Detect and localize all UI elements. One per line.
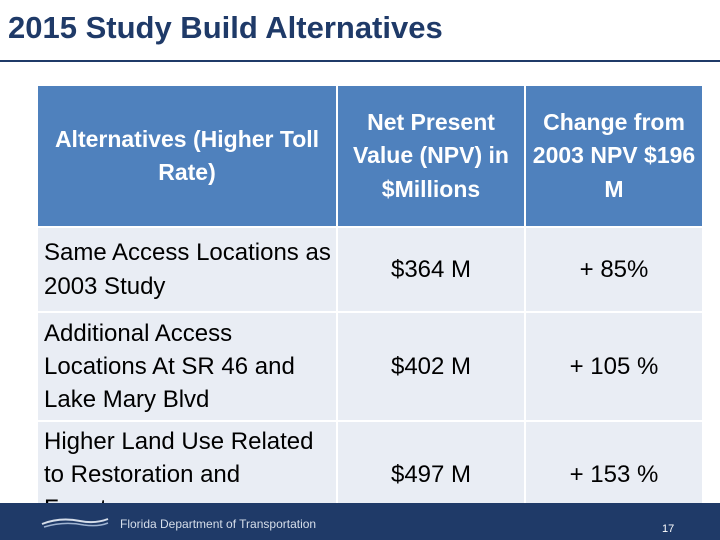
- alternative-cell: Same Access Locations as 2003 Study: [36, 226, 338, 313]
- header-change: Change from 2003 NPV $196 M: [524, 84, 704, 228]
- table-row: Additional Access Locations At SR 46 and…: [36, 311, 704, 422]
- slide-footer: Florida Department of Transportation 17: [0, 503, 720, 540]
- slide-title: 2015 Study Build Alternatives: [8, 10, 443, 45]
- change-cell: + 85%: [524, 226, 704, 313]
- footer-organization: Florida Department of Transportation: [120, 517, 317, 531]
- fdot-logo-icon: [41, 518, 109, 528]
- table-row: Same Access Locations as 2003 Study $364…: [36, 226, 704, 313]
- alternatives-table: Alternatives (Higher Toll Rate) Net Pres…: [36, 84, 704, 530]
- alternative-cell: Additional Access Locations At SR 46 and…: [36, 311, 338, 422]
- header-alternatives: Alternatives (Higher Toll Rate): [36, 84, 338, 228]
- npv-cell: $364 M: [336, 226, 526, 313]
- npv-cell: $402 M: [336, 311, 526, 422]
- page-number: 17: [662, 523, 675, 535]
- header-npv: Net Present Value (NPV) in $Millions: [336, 84, 526, 228]
- title-divider: [0, 60, 720, 62]
- change-cell: + 105 %: [524, 311, 704, 422]
- table-header-row: Alternatives (Higher Toll Rate) Net Pres…: [36, 84, 704, 228]
